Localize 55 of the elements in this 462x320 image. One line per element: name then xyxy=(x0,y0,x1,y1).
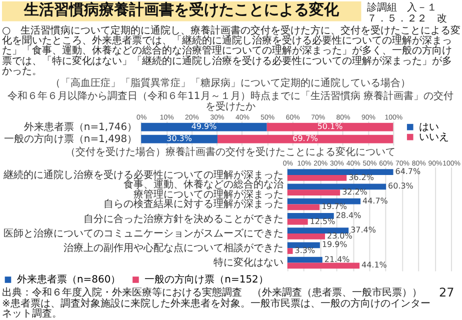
bar xyxy=(287,228,349,234)
text: ７．５．２２ 改 xyxy=(367,13,448,24)
legend-label: 外来患者票（n=860） xyxy=(16,274,121,286)
legend-label: 一般の方向け票（n=152） xyxy=(144,274,268,286)
bar xyxy=(287,198,361,204)
chart-title: （交付を受けた場合）療養計画書の交付を受けたことによる変化について xyxy=(66,146,396,158)
text: 診調組 入－１ xyxy=(367,1,438,14)
y-tick-label: 特に変化はない xyxy=(213,256,284,269)
y-tick-label: 医師と治療についてのコミュニケーションがスムーズにできた xyxy=(3,227,284,240)
data-label: 19.7% xyxy=(322,202,348,212)
chart-subtitle: 令和６年６月以降から調査日（令和６年11月～１月）時点までに「生活習慣病 療養計画書」の交付を受けたか xyxy=(8,90,454,112)
data-label: 64.7% xyxy=(395,167,421,176)
y-tick-label: 外来患者票（n=1,746） xyxy=(24,121,138,134)
legend-label: いいえ xyxy=(419,132,450,144)
data-label: 49.9% xyxy=(191,122,218,132)
bar xyxy=(287,175,347,181)
y-tick-label: 治療上の副作用や心配な点について相談ができた xyxy=(63,242,284,254)
bar xyxy=(217,134,394,144)
bar xyxy=(287,190,340,196)
data-label: 44.1% xyxy=(362,260,388,270)
data-label: 21.4% xyxy=(324,254,350,264)
y-tick-label: 自分に合った治療方針を決めることができた xyxy=(83,212,284,225)
chart-title: 生活習慣病療養計画書を受けたことによる変化 xyxy=(23,0,340,18)
bar xyxy=(141,122,267,132)
data-label: 36.2% xyxy=(348,172,374,182)
data-label: 12.5% xyxy=(310,216,336,226)
data-label: 23.0% xyxy=(327,231,353,240)
data-label: 3.3% xyxy=(294,246,316,256)
bar xyxy=(287,218,308,225)
data-label: 69.7% xyxy=(292,134,318,144)
bar xyxy=(287,233,326,240)
source-note: 出典：令和６年度入院・外来医療等における実態調査 （外来調査（患者票、一般市民票）） xyxy=(2,286,422,299)
data-label: 32.2% xyxy=(342,188,368,197)
data-label: 60.3% xyxy=(388,182,414,191)
bar xyxy=(287,256,322,263)
bar xyxy=(287,248,293,254)
data-label: 19.9% xyxy=(322,240,348,250)
y-tick-label: 一般の方向け票（n=1,498） xyxy=(4,133,138,146)
data-label: 50.1% xyxy=(317,122,344,132)
bar xyxy=(287,169,394,176)
y-tick-label: 自らの検査結果に対する理解が深まった xyxy=(103,198,284,210)
bar xyxy=(287,262,360,269)
data-label: 28.4% xyxy=(336,210,362,220)
data-label: 37.4% xyxy=(350,226,376,235)
text: ○ 生活習慣病について定期的に通院し、療養計画書の交付を受けた方に、交付を受けたことによる変化を聞いたところ、外来患者票では、「継続的に通院し治療を受ける必要性についての理解が深まった」「食事、運動、休養などの総合的な治療管理についての理解が深まった」が多く、一般の方向け票では、「特に変化はない」「継続的に通院し治療を受ける必要性についての理解が深まった」が多かった。 xyxy=(2,24,461,77)
bar xyxy=(287,213,334,219)
text: ※患者票は、調査対象施設に来院した外来患者を対象。一般市民票は、一般の方向けのインターネット調査。 xyxy=(2,298,430,320)
text: 27 xyxy=(439,286,454,300)
bar xyxy=(287,184,386,190)
legend-label: はい xyxy=(419,122,440,134)
bar xyxy=(266,122,394,132)
text: （「高血圧症」「脂質異常症」「糖尿病」について定期的に通院している場合） xyxy=(50,77,410,90)
bar xyxy=(287,204,320,210)
data-label: 44.7% xyxy=(362,196,388,206)
data-label: 30.3% xyxy=(166,134,192,144)
